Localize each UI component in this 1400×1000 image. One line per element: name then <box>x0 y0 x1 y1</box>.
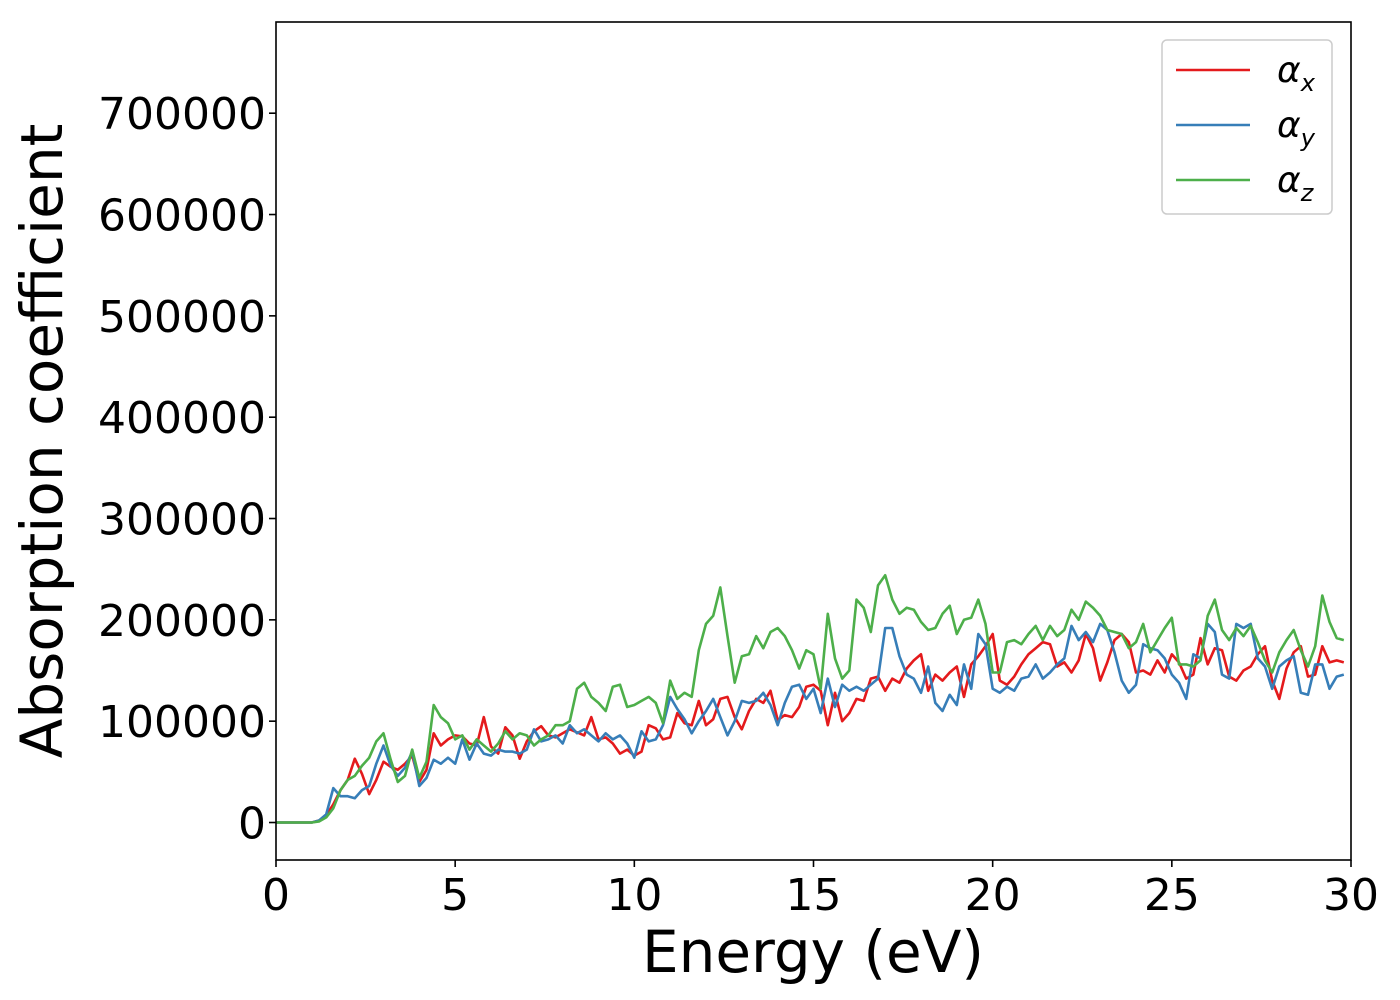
y-tick-label: 300000 <box>98 495 266 546</box>
y-tick-label: 600000 <box>98 191 266 242</box>
x-tick-label: 5 <box>441 870 469 921</box>
series-line-3 <box>276 574 1345 824</box>
x-tick-label: 30 <box>1323 870 1379 921</box>
x-axis: 0 5 10 15 20 25 30 <box>262 860 1379 921</box>
legend-box <box>1161 39 1333 215</box>
legend-label-z: αz <box>1277 160 1315 207</box>
x-tick-label: 0 <box>262 870 290 921</box>
legend-label-y: αy <box>1277 105 1316 152</box>
y-axis-title: Absorption coefficient <box>8 124 76 759</box>
x-axis-title: Energy (eV) <box>642 918 984 986</box>
x-tick-label: 10 <box>606 870 662 921</box>
legend-label-x: αx <box>1277 50 1316 97</box>
y-tick-label: 700000 <box>98 89 266 140</box>
series-layer <box>276 574 1345 824</box>
series-line-2 <box>276 622 1345 824</box>
x-tick-label: 25 <box>1144 870 1200 921</box>
legend: αx αy αz <box>1161 39 1333 215</box>
y-tick-label: 200000 <box>98 596 266 647</box>
y-tick-label: 400000 <box>98 393 266 444</box>
y-axis: 0 100000 200000 300000 400000 500000 600000 700… <box>98 89 276 850</box>
x-tick-label: 20 <box>965 870 1021 921</box>
series-line-1 <box>276 632 1345 824</box>
y-tick-label: 0 <box>238 799 266 850</box>
y-tick-label: 500000 <box>98 292 266 343</box>
x-tick-label: 15 <box>786 870 842 921</box>
y-tick-label: 100000 <box>98 697 266 748</box>
